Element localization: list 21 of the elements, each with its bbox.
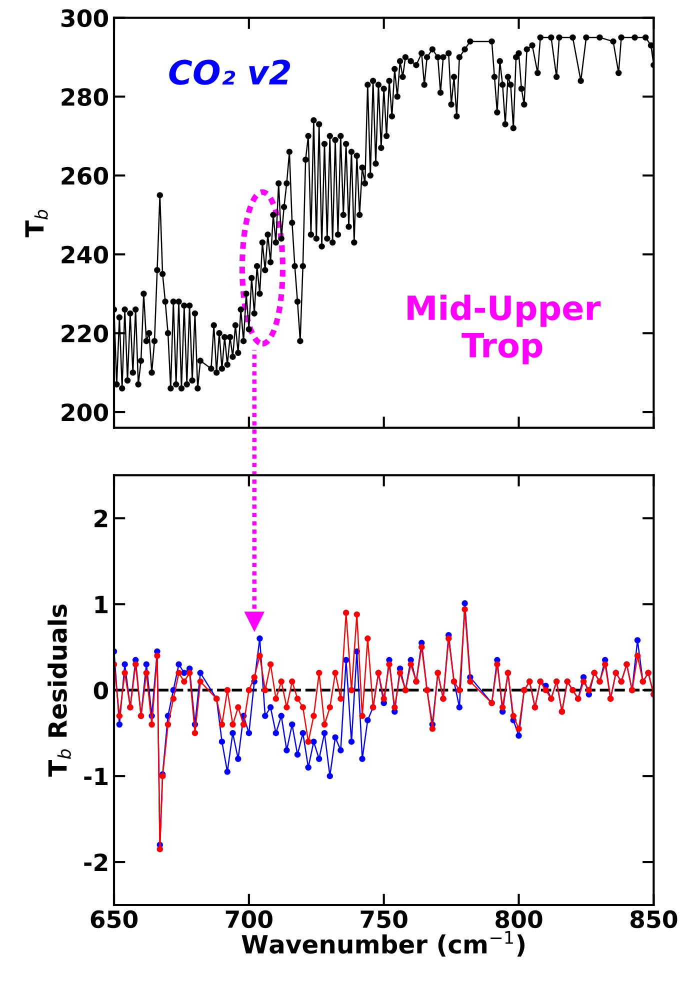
x-tick-label: 700 xyxy=(226,910,272,928)
y-tick-label: 260 xyxy=(62,166,108,185)
y-tick-label: 300 xyxy=(61,9,108,28)
x-tick-label: 750 xyxy=(360,910,408,928)
x-tick-label: 850 xyxy=(630,910,678,928)
x-tick-label: 800 xyxy=(496,910,542,928)
annotation: CO₂ v2 xyxy=(169,60,290,85)
y-tick-label: 280 xyxy=(62,88,108,106)
y-tick-label: 220 xyxy=(62,324,108,342)
y-tick-label: 1 xyxy=(95,596,108,614)
y-tick-label: 2 xyxy=(94,510,108,528)
y-tick-label: 240 xyxy=(62,246,108,264)
x-axis-title: Wavenumber (cm$^{−1}$) xyxy=(242,931,524,957)
x-tick-label: 650 xyxy=(90,910,138,928)
y-tick-label: 200 xyxy=(62,403,108,422)
annotation: Mid-Upper Trop xyxy=(408,294,601,364)
y-axis-title: T$_{b}$ xyxy=(25,210,48,238)
y-axis-title: T$_{b}$ Residuals xyxy=(48,604,71,777)
y-tick-label: -1 xyxy=(84,768,108,786)
y-tick-label: -2 xyxy=(84,853,108,871)
y-tick-label: 0 xyxy=(94,682,108,700)
